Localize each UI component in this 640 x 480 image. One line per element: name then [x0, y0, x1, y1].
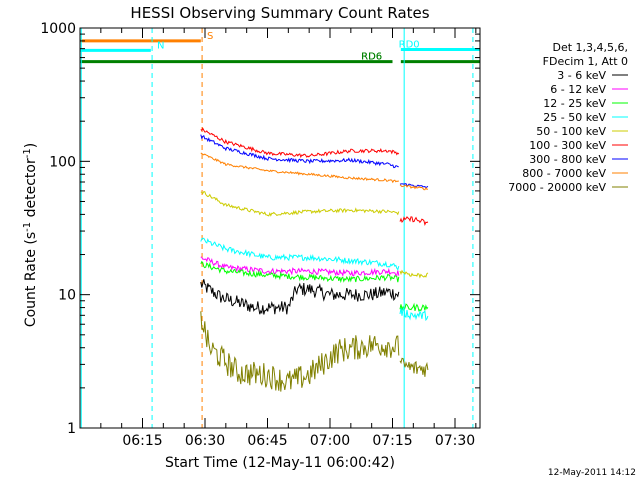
legend-label-6: 300 - 800 keV: [529, 153, 606, 166]
series-line-after-2: [399, 184, 428, 191]
legend-label-1: 6 - 12 keV: [550, 83, 606, 96]
flag-label-rd6-3: RD6: [361, 52, 382, 63]
series-line-0: [200, 279, 400, 315]
legend-label-7: 800 - 7000 keV: [522, 167, 606, 180]
x-axis-label: Start Time (12-May-11 06:00:42): [165, 455, 395, 471]
series-line-7: [200, 152, 399, 184]
flag-label-s-0: S: [207, 31, 213, 42]
x-tick-label-3: 07:00: [310, 433, 350, 449]
legend-label-5: 100 - 300 keV: [529, 139, 606, 152]
series-line-after-0: [399, 216, 429, 227]
x-tick-label-0: 06:15: [122, 433, 162, 449]
y-tick-label-0: 1: [67, 421, 76, 437]
series-line-after-5: [399, 306, 429, 322]
legend-title-line2: FDecim 1, Att 0: [543, 55, 628, 68]
y-axis-label-part1: Count Rate (s: [23, 232, 39, 327]
y-tick-label-1: 10: [58, 288, 76, 304]
y-axis-label-sup2: -1: [22, 148, 33, 158]
legend-label-0: 3 - 6 keV: [557, 69, 606, 82]
series-line-1: [200, 256, 400, 277]
y-axis-label-part2: detector: [23, 158, 39, 222]
y-tick-label-2: 100: [49, 154, 76, 170]
x-tick-label-4: 07:15: [372, 433, 412, 449]
y-axis-label-part3: ): [23, 143, 39, 148]
legend: Det 1,3,4,5,6, FDecim 1, Att 0 3 - 6 keV…: [508, 41, 628, 194]
legend-title-line1: Det 1,3,4,5,6,: [552, 41, 628, 54]
series-line-4: [200, 191, 400, 217]
series-line-after-4: [399, 302, 429, 312]
y-tick-label-3: 1000: [40, 21, 76, 37]
x-tick-label-5: 07:30: [435, 433, 475, 449]
x-tick-label-1: 06:30: [185, 433, 225, 449]
flag-label-n-1: N: [157, 40, 164, 51]
chart-title: HESSI Observing Summary Count Rates: [130, 4, 429, 22]
y-axis-label-sup1: -1: [22, 222, 33, 232]
series-line-after-3: [399, 269, 429, 279]
x-tick-label-2: 06:45: [247, 433, 287, 449]
flag-label-rd0-2: RD0: [399, 39, 420, 50]
legend-label-8: 7000 - 20000 keV: [508, 181, 606, 194]
series-line-3: [200, 237, 400, 271]
axes-layer: 1 10 100 1000 06:15 06:30 06:45 07:00 07:15 07:30: [40, 21, 481, 449]
footer-timestamp: 12-May-2011 14:12: [548, 468, 636, 478]
series-line-8: [200, 311, 400, 392]
legend-label-4: 50 - 100 keV: [536, 125, 606, 138]
legend-label-3: 25 - 50 keV: [543, 111, 606, 124]
legend-label-2: 12 - 25 keV: [543, 97, 606, 110]
flag-label-rd6-4: RD6: [361, 52, 382, 63]
series-line-6: [200, 134, 399, 169]
plot-frame: [79, 27, 481, 429]
series-line-2: [200, 260, 400, 284]
series-line-5: [200, 127, 400, 159]
series-line-after-6: [399, 357, 429, 377]
y-axis-label: Count Rate (s-1 detector-1): [22, 143, 39, 327]
